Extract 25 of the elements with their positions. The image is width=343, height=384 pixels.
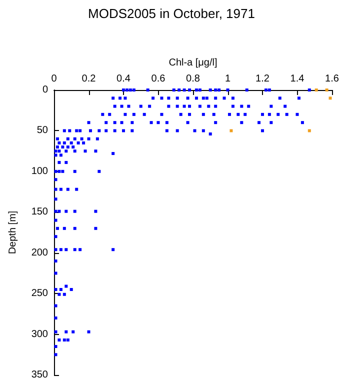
x-tick-label: 0.8 bbox=[186, 74, 200, 84]
y-tick-label: 150 bbox=[31, 206, 48, 218]
y-tick-label: 350 bbox=[31, 370, 48, 380]
x-tick-label: 1 bbox=[224, 74, 231, 84]
y-tick-label: 200 bbox=[31, 247, 48, 258]
point bbox=[308, 129, 311, 132]
x-axis-title: Chl-a [μg/l] bbox=[168, 58, 218, 68]
point bbox=[230, 129, 233, 132]
point bbox=[328, 96, 332, 100]
x-tick-label: 0.4 bbox=[116, 74, 131, 84]
point bbox=[325, 88, 328, 92]
x-tick-label: 0.2 bbox=[82, 74, 96, 84]
point bbox=[314, 88, 318, 92]
x-tick-label: 1.2 bbox=[256, 74, 270, 84]
y-tick-label: 100 bbox=[31, 166, 48, 177]
y-tick-label: 0 bbox=[42, 84, 48, 96]
x-tick-label: 0 bbox=[51, 74, 58, 84]
y-tick-label: 300 bbox=[31, 328, 48, 340]
y-tick-label: 50 bbox=[36, 125, 48, 136]
chart-title: MODS2005 in October, 1971 bbox=[88, 6, 255, 21]
x-tick-label: 1.4 bbox=[290, 74, 305, 84]
y-axis-title: Depth [m] bbox=[8, 210, 18, 254]
y-tick-label: 250 bbox=[31, 288, 48, 300]
x-tick-label: 0.6 bbox=[151, 74, 166, 84]
x-tick-label: 1.6 bbox=[325, 74, 340, 84]
